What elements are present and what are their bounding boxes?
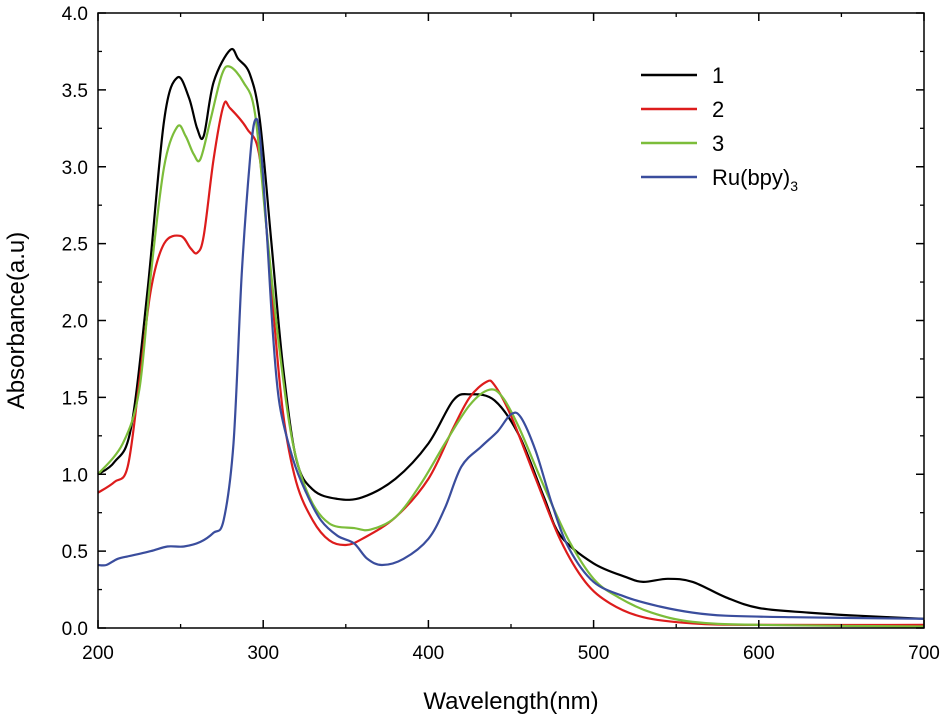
y-tick-label: 3.5 xyxy=(62,81,88,102)
x-tick-label: 600 xyxy=(743,643,775,664)
legend-label-2: 2 xyxy=(712,97,724,122)
tick-layer: 200 300 400 500 600 700 0.0 0.5 1.0 1.5 2.0 2.5 3.0 3… xyxy=(62,4,940,664)
series-line-4 xyxy=(97,117,925,620)
series-line-3 xyxy=(97,65,925,628)
y-tick-label: 2.0 xyxy=(62,312,88,333)
y-tick-label: 3.0 xyxy=(62,158,88,179)
plot-frame xyxy=(97,12,925,629)
legend-label-3: 3 xyxy=(712,131,724,156)
x-tick-label: 300 xyxy=(247,643,279,664)
series-layer xyxy=(97,47,925,628)
legend: 1 2 3 Ru(bpy)3 xyxy=(641,63,798,194)
y-tick-label: 2.5 xyxy=(62,235,88,256)
y-tick-label: 1.0 xyxy=(62,465,88,486)
x-tick-label: 700 xyxy=(908,643,940,664)
y-tick-label: 0.0 xyxy=(62,619,88,640)
legend-label-1: 1 xyxy=(712,63,724,88)
y-tick-label: 1.5 xyxy=(62,388,88,409)
x-tick-label: 500 xyxy=(578,643,610,664)
legend-label-4: Ru(bpy)3 xyxy=(712,165,798,194)
y-tick-label: 4.0 xyxy=(62,4,88,25)
x-tick-label: 400 xyxy=(413,643,445,664)
x-tick-label: 200 xyxy=(82,643,114,664)
series-line-1 xyxy=(97,47,925,620)
series-line-2 xyxy=(97,100,925,627)
x-axis-title: Wavelength(nm) xyxy=(423,688,598,715)
y-tick-label: 0.5 xyxy=(62,542,88,563)
y-axis-title: Absorbance(a.u) xyxy=(3,232,30,409)
